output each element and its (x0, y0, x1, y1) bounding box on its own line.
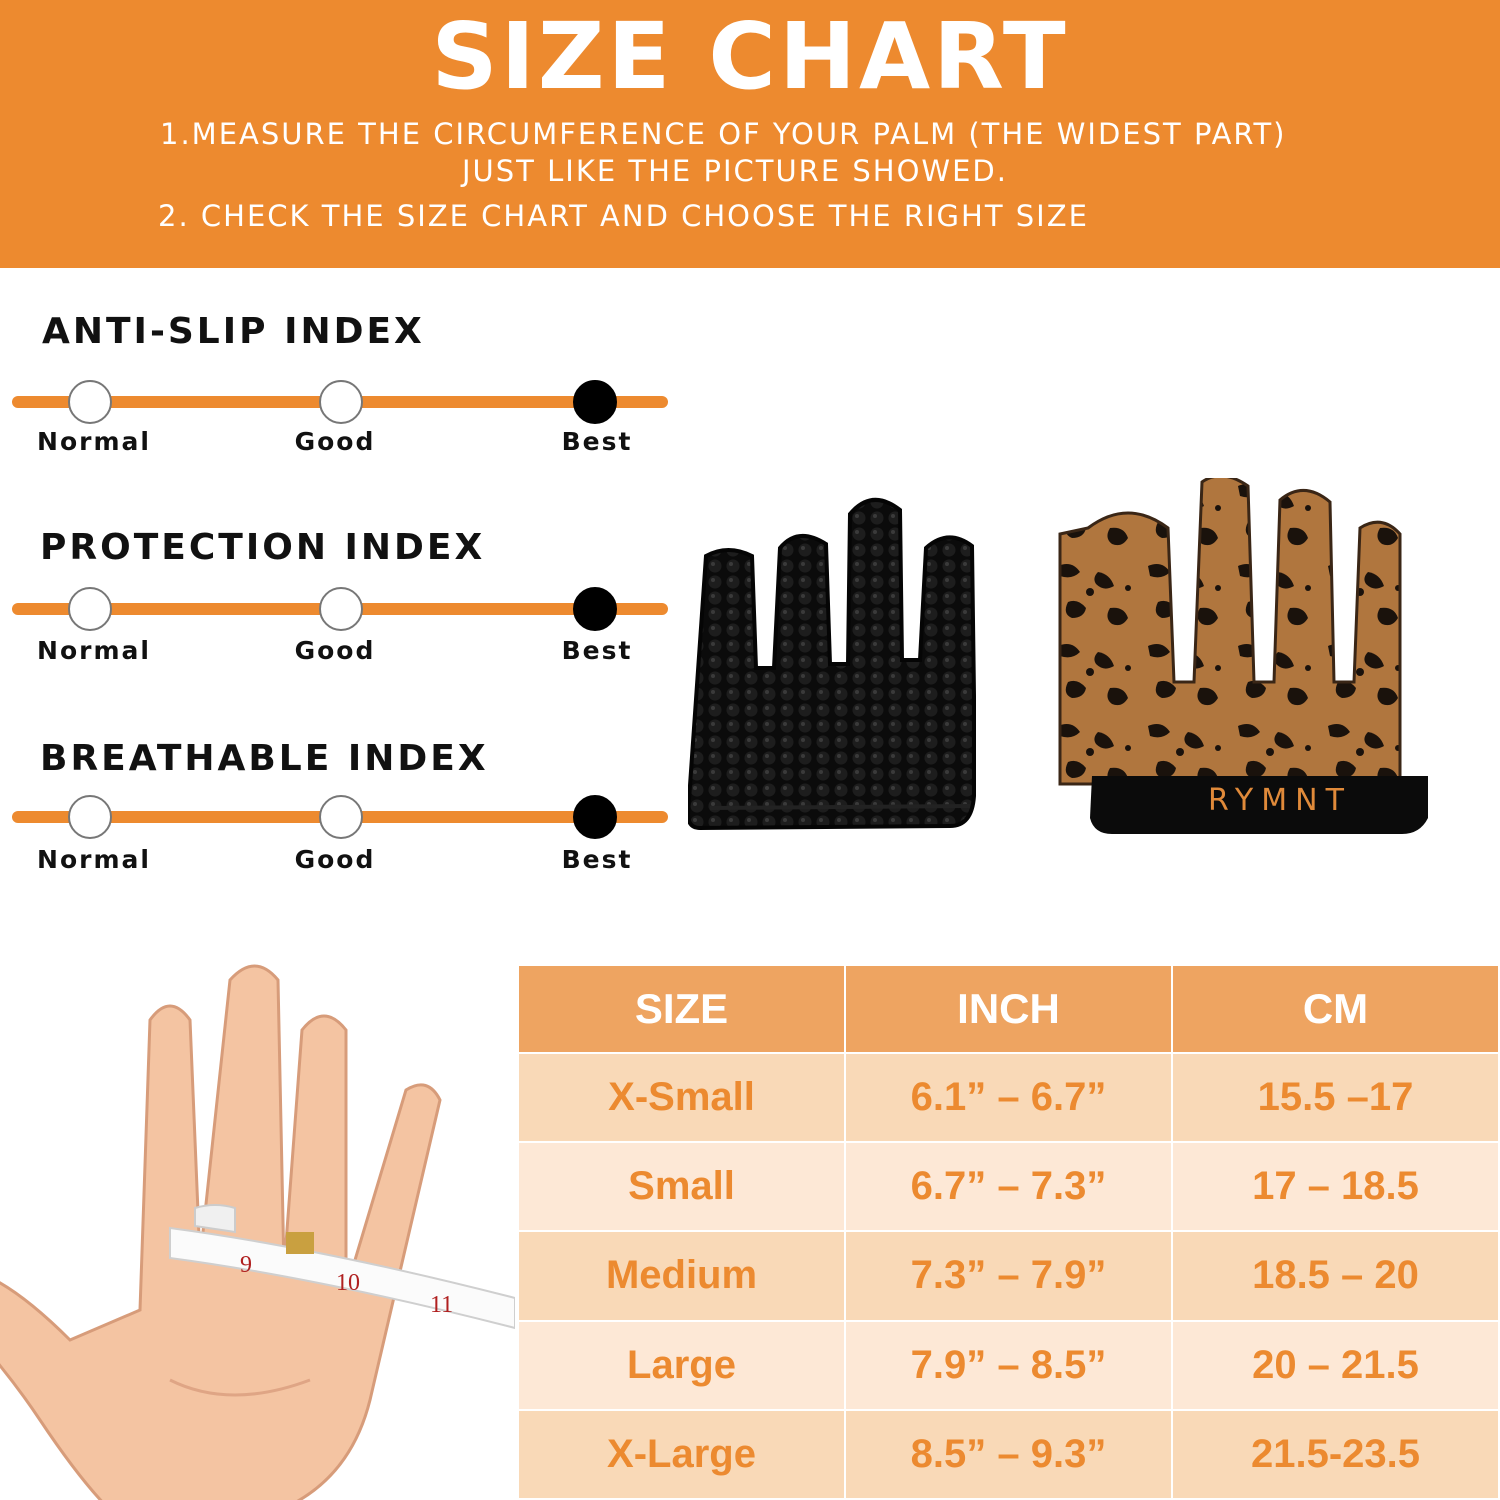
header-banner: SIZE CHART 1.MEASURE THE CIRCUMFERENCE O… (0, 0, 1500, 268)
table-row: X-Small 6.1” – 6.7” 15.5 –17 (517, 1051, 1500, 1144)
table-row: Medium 7.3” – 7.9” 18.5 – 20 (517, 1230, 1500, 1322)
rating-dot-best-selected (573, 795, 617, 839)
inch-cell: 6.1” – 6.7” (844, 1051, 1173, 1144)
size-table: SIZE INCH CM X-Small 6.1” – 6.7” 15.5 –1… (517, 964, 1500, 1500)
tape-measure: 9 10 11 (169, 1204, 515, 1330)
level-label-best: Best (561, 845, 633, 874)
hand-measure-photo: 9 10 11 (0, 964, 515, 1500)
inch-cell: 7.3” – 7.9” (844, 1230, 1173, 1322)
inch-cell: 8.5” – 9.3” (844, 1408, 1173, 1500)
rating-dot-best-selected (573, 587, 617, 631)
instruction-line-3: 2. CHECK THE SIZE CHART AND CHOOSE THE R… (158, 199, 1089, 233)
tape-mark: 10 (336, 1270, 360, 1296)
tape-buckle (286, 1232, 314, 1254)
level-label-best: Best (561, 636, 633, 665)
column-header-cm: CM (1171, 964, 1500, 1054)
cm-cell: 15.5 –17 (1171, 1051, 1500, 1144)
instruction-line-1: 1.MEASURE THE CIRCUMFERENCE OF YOUR PALM… (160, 117, 1287, 151)
leopard-glove: RYMNT (1058, 478, 1428, 834)
column-header-size: SIZE (517, 964, 846, 1054)
tape-mark: 11 (430, 1292, 453, 1318)
table-row: Large 7.9” – 8.5” 20 – 21.5 (517, 1319, 1500, 1411)
glove-product-photo: RYMNT (688, 478, 1428, 834)
level-label-good: Good (294, 845, 376, 874)
size-cell: X-Large (517, 1408, 846, 1500)
table-row: X-Large 8.5” – 9.3” 21.5-23.5 (517, 1408, 1500, 1500)
column-header-inch: INCH (844, 964, 1173, 1054)
index-title: ANTI-SLIP INDEX (42, 311, 425, 352)
tape-mark: 9 (240, 1252, 252, 1278)
inch-cell: 7.9” – 8.5” (844, 1319, 1173, 1411)
page-title: SIZE CHART (431, 3, 1069, 110)
level-label-normal: Normal (37, 845, 151, 874)
cm-cell: 17 – 18.5 (1171, 1141, 1500, 1233)
size-cell: Small (517, 1141, 846, 1233)
cm-cell: 18.5 – 20 (1171, 1230, 1500, 1322)
rating-dot-normal (68, 795, 112, 839)
level-label-normal: Normal (37, 636, 151, 665)
rating-dot-normal (68, 587, 112, 631)
instruction-line-2: JUST LIKE THE PICTURE SHOWED. (462, 154, 1008, 188)
rating-dot-good (319, 587, 363, 631)
rating-dot-good (319, 380, 363, 424)
inch-cell: 6.7” – 7.3” (844, 1141, 1173, 1233)
table-row: Small 6.7” – 7.3” 17 – 18.5 (517, 1141, 1500, 1233)
table-header-row: SIZE INCH CM (517, 964, 1500, 1054)
size-cell: Large (517, 1319, 846, 1411)
index-title: PROTECTION INDEX (40, 527, 486, 568)
level-label-normal: Normal (37, 427, 151, 456)
size-cell: X-Small (517, 1051, 846, 1144)
black-glove (688, 498, 976, 831)
size-cell: Medium (517, 1230, 846, 1322)
rating-dot-best-selected (573, 380, 617, 424)
level-label-best: Best (561, 427, 633, 456)
level-label-good: Good (294, 427, 376, 456)
cm-cell: 21.5-23.5 (1171, 1408, 1500, 1500)
rating-dot-normal (68, 380, 112, 424)
brand-logo: RYMNT (1208, 783, 1352, 818)
level-label-good: Good (294, 636, 376, 665)
cm-cell: 20 – 21.5 (1171, 1319, 1500, 1411)
index-title: BREATHABLE INDEX (40, 738, 489, 779)
hand-illustration (0, 964, 442, 1500)
rating-dot-good (319, 795, 363, 839)
